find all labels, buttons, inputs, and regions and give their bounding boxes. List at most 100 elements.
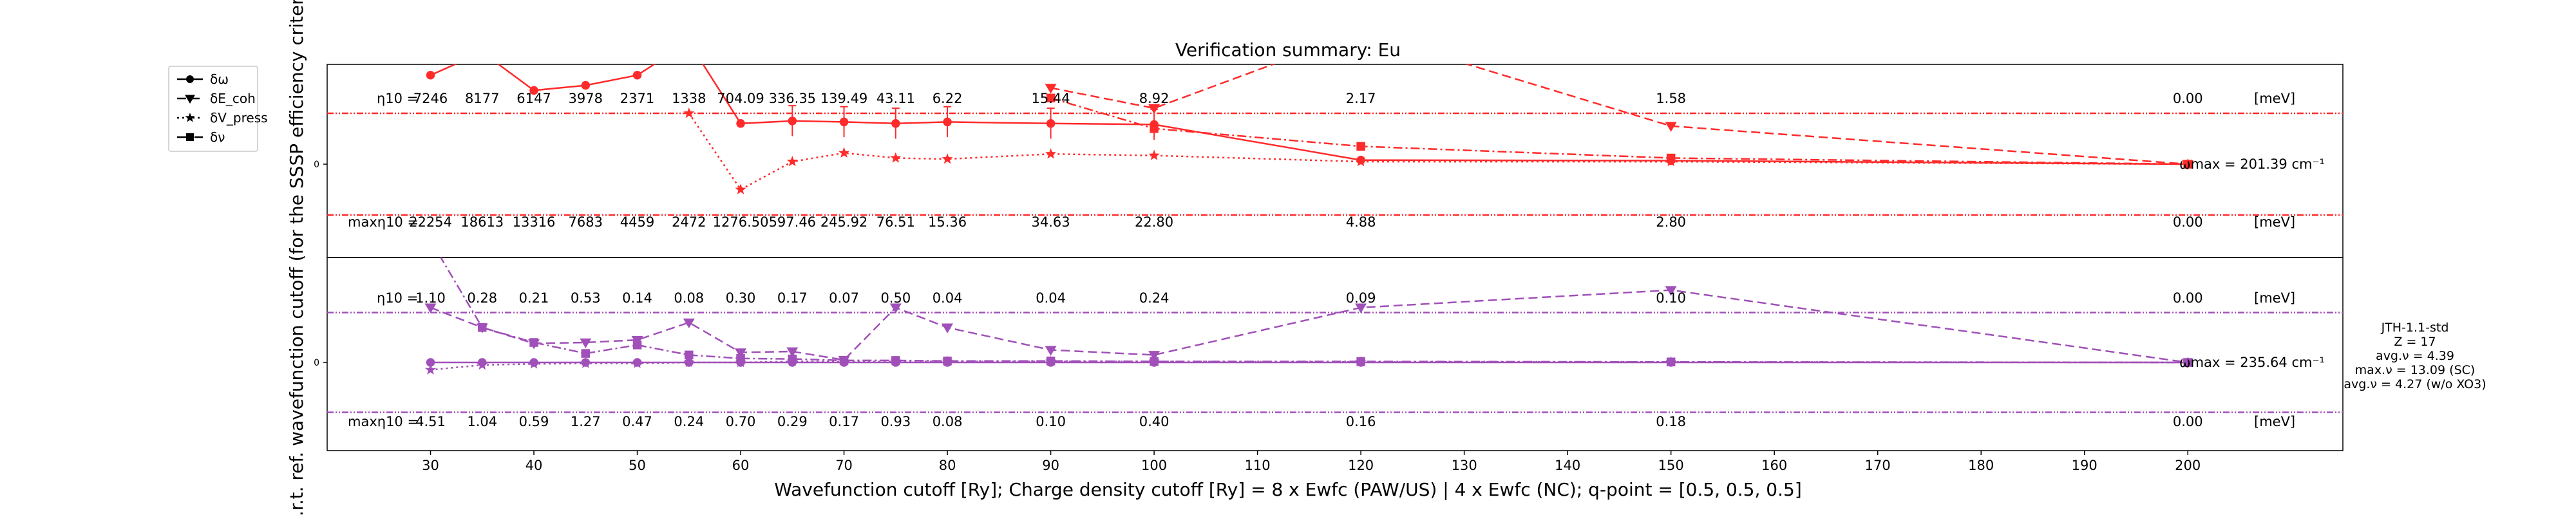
x-tick-label: 110 [1245,458,1271,473]
eta-value: 0.21 [519,290,549,306]
series-line [1050,97,2188,165]
legend-marker [185,113,195,122]
legend-entry: δω [177,71,229,87]
max-eta-value: 4459 [620,214,654,230]
data-point [580,338,592,348]
eta-value: 0.28 [467,290,497,306]
data-point [1355,28,1367,37]
eta-value: 0.14 [622,290,652,306]
max-eta-value: 76.51 [876,214,915,230]
data-point [632,71,642,80]
max-eta-value: 0.59 [519,414,549,429]
data-point [891,119,900,128]
max-eta-value: 0.10 [1036,414,1066,429]
max-eta-value: 15.36 [928,214,967,230]
max-eta-value: 1.27 [571,414,601,429]
data-point [581,349,591,358]
eta-value: 7246 [413,91,448,106]
max-eta-value: 0.00 [2173,414,2203,429]
eta-value: 2.17 [1346,91,1376,106]
x-tick-label: 120 [1348,458,1374,473]
legend-entry: δV_press [177,110,268,126]
plot-area: 0 η10 = maxη10 = 7246 22254 8177 18613 6147 1331… [314,28,2344,473]
max-eta-value: 0.16 [1346,414,1376,429]
y-tick-label: 0 [314,358,319,368]
data-point [528,358,540,369]
pseudo-info-line: max.ν = 13.09 (SC) [2355,363,2476,377]
data-point [788,117,797,126]
legend-label: δV_press [210,110,268,126]
data-point [425,364,437,375]
eta-value: 704.09 [717,91,764,106]
eta-value: 15.44 [1032,91,1070,106]
data-point [529,86,538,95]
data-point [786,156,798,167]
data-point [1150,124,1159,133]
data-point [1666,357,1676,366]
max-eta-value: 0.17 [829,414,859,429]
data-point [735,348,747,359]
data-point [1150,357,1159,366]
series-line [430,360,2188,371]
data-point [1045,84,1057,94]
data-point [632,341,642,350]
legend-box [168,66,258,152]
data-point [942,323,954,333]
omega-max-label: ωmax = 235.64 cm⁻¹ [2179,355,2325,370]
data-point [943,117,952,127]
data-point [890,152,902,163]
x-tick-label: 60 [732,458,750,473]
max-eta-value: 22.80 [1135,214,1173,230]
legend-marker [185,95,195,104]
chart-title: Verification summary: Eu [1175,39,1401,61]
panel-bottom: 0 η10 = maxη10 = 1.10 4.51 0.28 1.04 0.21 0.59 0.… [314,257,2344,451]
legend: δω δE_coh δV_press δν [168,66,268,152]
omega-max-label: ωmax = 201.39 cm⁻¹ [2179,156,2325,172]
x-tick-label: 190 [2072,458,2098,473]
eta-value: 0.10 [1656,290,1686,306]
x-tick-label: 50 [629,458,646,473]
max-eta-value: 0.40 [1139,414,1170,429]
max-eta-value: 0.24 [674,414,704,429]
data-point [735,183,746,194]
pseudo-info-line: avg.ν = 4.27 (w/o XO3) [2344,377,2486,391]
data-point [580,357,591,368]
x-tick-label: 90 [1042,458,1059,473]
data-point [424,303,437,314]
eta-prefix: η10 = [377,290,418,306]
max-eta-value: 0.00 [2173,214,2203,230]
eta-value: 6147 [516,91,551,106]
max-eta-value: 0.47 [622,414,652,429]
data-point [1046,93,1056,103]
x-tick-label: 200 [2175,458,2201,473]
eta-value: 6.22 [933,91,963,106]
max-eta-value: 0.93 [880,414,911,429]
data-point [478,48,487,57]
eta-unit: [meV] [2254,91,2295,106]
pseudo-info-line: Z = 17 [2394,335,2436,349]
x-tick-label: 140 [1555,458,1580,473]
y-axis-label: Error w.r.t. ref. wavefunction cutoff (f… [286,0,307,515]
data-point [1356,142,1365,151]
max-eta-value: 1276.50 [713,214,769,230]
eta-value: 0.50 [880,290,911,306]
eta-value: 8.92 [1139,91,1170,106]
data-point [632,357,643,368]
x-tick-label: 40 [526,458,543,473]
data-point [2183,358,2192,367]
max-eta-value: 0.08 [933,414,963,429]
data-point [942,153,953,164]
data-point [683,357,695,368]
eta-prefix: η10 = [377,91,418,106]
eta-value: 0.04 [933,290,963,306]
max-eta-prefix: maxη10 = [348,214,419,230]
data-point [1148,149,1160,160]
data-point [1665,122,1677,132]
x-tick-label: 160 [1761,458,1787,473]
series-δν [439,258,2192,367]
data-point [889,303,902,314]
eta-value: 0.04 [1036,290,1066,306]
eta-value: 1338 [672,91,706,106]
data-point [1356,357,1365,366]
